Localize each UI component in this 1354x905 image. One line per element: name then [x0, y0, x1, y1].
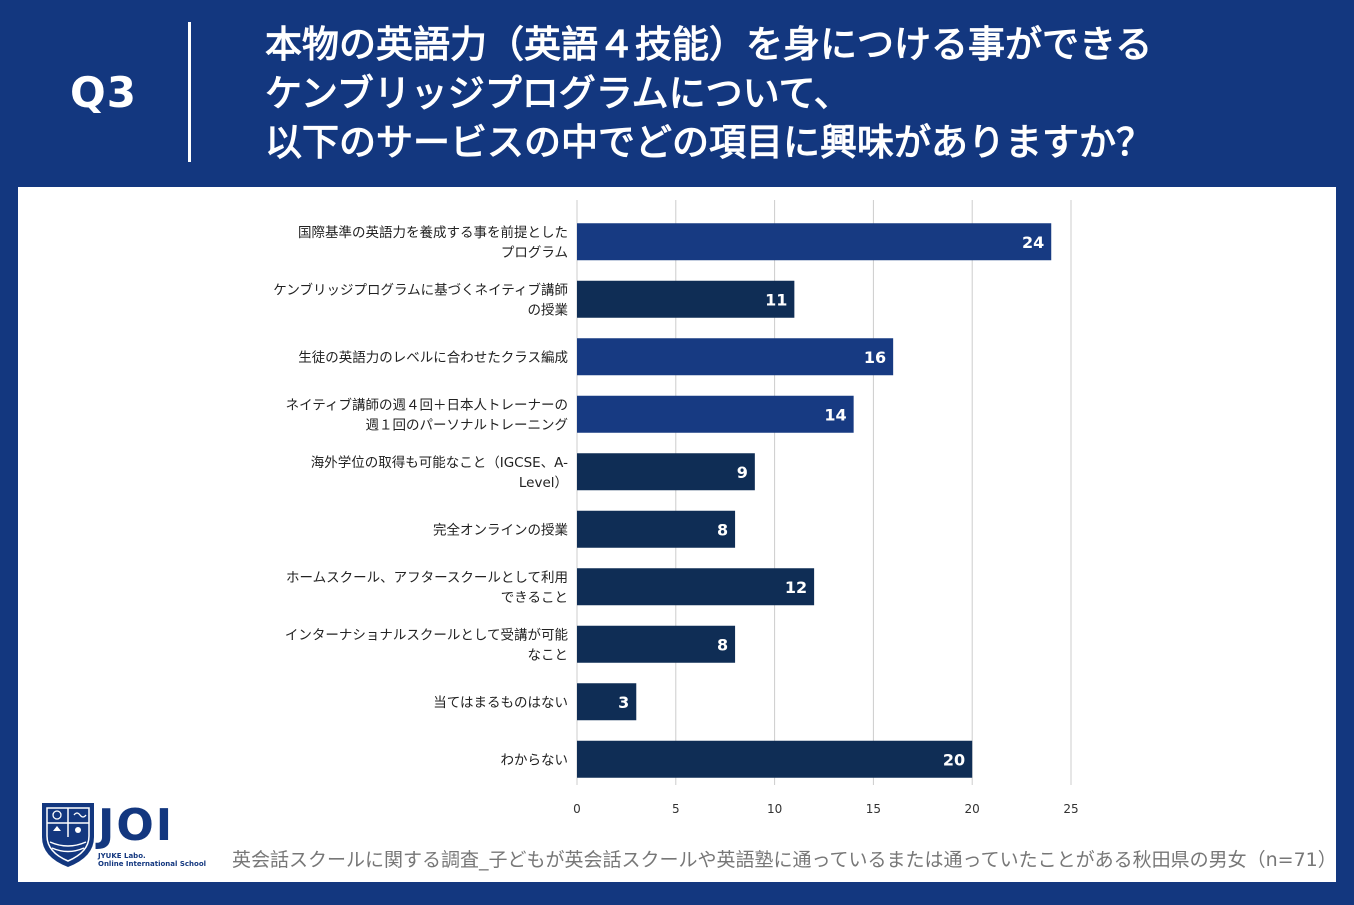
x-tick-label: 15 — [866, 802, 881, 816]
bar-value-label: 16 — [864, 348, 886, 367]
x-tick-label: 5 — [672, 802, 680, 816]
bar — [577, 453, 755, 491]
title-line-2: ケンブリッジプログラムについて、 — [265, 72, 851, 115]
bar — [577, 568, 815, 606]
bar — [577, 625, 736, 663]
category-label: 海外学位の取得も可能なこと（IGCSE、A- — [311, 454, 568, 471]
category-label: 完全オンラインの授業 — [433, 521, 568, 538]
x-tick-label: 10 — [767, 802, 782, 816]
bar-value-label: 3 — [618, 693, 629, 712]
category-label: 生徒の英語力のレベルに合わせたクラス編成 — [298, 349, 568, 366]
survey-note: 英会話スクールに関する調査_子どもが英会話スクールや英語塾に通っているまたは通っ… — [232, 849, 1337, 871]
bar — [577, 740, 973, 778]
question-number: Q3 — [70, 68, 137, 117]
bar-value-label: 8 — [717, 520, 728, 539]
header: Q3 本物の英語力（英語４技能）を身につける事ができる ケンブリッジプログラムに… — [0, 0, 1354, 186]
category-label: ネイティブ講師の週４回＋日本人トレーナーの — [286, 396, 568, 413]
logo-subtitle-1: JYUKE Labo. — [98, 852, 146, 860]
bar — [577, 280, 795, 318]
bar-value-label: 20 — [943, 750, 965, 769]
category-label: ケンブリッジプログラムに基づくネイティブ講師 — [273, 281, 568, 298]
bar — [577, 395, 854, 433]
bar — [577, 223, 1052, 261]
x-tick-label: 20 — [965, 802, 980, 816]
question-title: 本物の英語力（英語４技能）を身につける事ができる ケンブリッジプログラムについて… — [265, 20, 1325, 167]
category-label: できること — [501, 590, 568, 606]
category-label: 当てはまるものはない — [433, 695, 568, 711]
bar-value-label: 14 — [824, 405, 846, 424]
category-label: プログラム — [501, 245, 568, 261]
bar — [577, 510, 736, 548]
category-label: 国際基準の英語力を養成する事を前提とした — [298, 224, 568, 241]
bar-value-label: 24 — [1022, 233, 1044, 252]
category-label: ホームスクール、アフタースクールとして利用 — [286, 570, 568, 586]
bar-value-label: 12 — [785, 578, 807, 597]
bar-value-label: 9 — [737, 463, 748, 482]
logo-subtitle-2: Online International School — [98, 860, 207, 868]
category-label: インターナショナルスクールとして受講が可能 — [285, 627, 568, 643]
bar — [577, 683, 637, 721]
bar — [577, 338, 894, 376]
category-label: の授業 — [528, 302, 569, 318]
category-label: 週１回のパーソナルトレーニング — [366, 417, 569, 433]
title-line-3: 以下のサービスの中でどの項目に興味がありますか？ — [265, 121, 1153, 164]
header-divider — [188, 22, 191, 162]
category-label: わからない — [501, 752, 569, 768]
joi-shield-logo-icon — [42, 803, 94, 867]
title-line-1: 本物の英語力（英語４技能）を身につける事ができる — [265, 23, 1153, 66]
category-label: なこと — [528, 647, 569, 663]
bar-value-label: 8 — [717, 635, 728, 654]
x-tick-label: 25 — [1063, 802, 1078, 816]
x-tick-label: 0 — [573, 802, 581, 816]
logo-text: JOI — [98, 800, 175, 851]
category-label: Level） — [519, 475, 568, 491]
bar-value-label: 11 — [765, 290, 787, 309]
